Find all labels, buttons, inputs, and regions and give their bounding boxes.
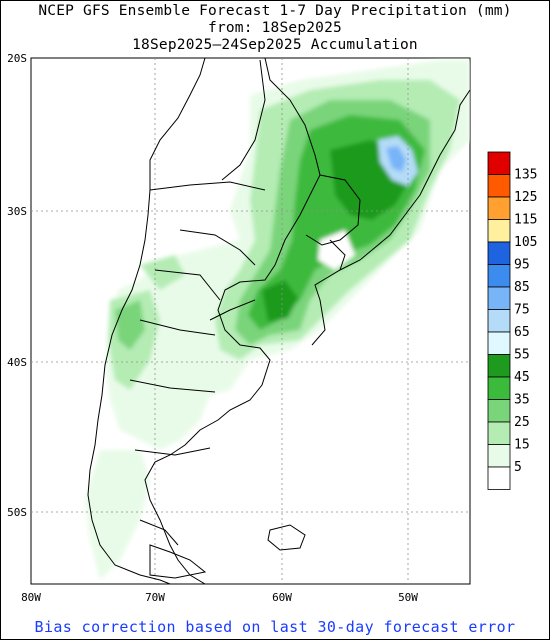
- legend-swatch: [487, 286, 511, 310]
- bias-correction-note: Bias correction based on last 30-day for…: [34, 618, 516, 636]
- legend-label: 85: [514, 280, 530, 295]
- lon-label: 70W: [145, 591, 165, 604]
- legend-swatch: [487, 264, 511, 288]
- map-subtitle-date: from: 18Sep2025: [208, 20, 342, 36]
- legend-swatch: [487, 376, 511, 400]
- lon-label: 50W: [398, 591, 418, 604]
- legend-swatch: [487, 399, 511, 423]
- legend-swatch: [487, 196, 511, 220]
- legend-swatch: [487, 466, 511, 490]
- legend-swatch: [487, 219, 511, 243]
- legend-label: 35: [514, 393, 530, 408]
- legend-swatch: [487, 174, 511, 198]
- lon-label: 80W: [21, 591, 41, 604]
- legend-label: 75: [514, 303, 530, 318]
- legend-label: 115: [514, 213, 537, 228]
- legend-label: 125: [514, 190, 537, 205]
- legend-swatch: [487, 331, 511, 355]
- legend-label: 55: [514, 348, 530, 363]
- legend-label: 135: [514, 168, 537, 183]
- legend-swatch: [487, 309, 511, 333]
- lon-label: 60W: [272, 591, 292, 604]
- lat-label: 40S: [7, 356, 27, 369]
- precipitation-shading: [85, 60, 470, 580]
- legend-swatch: [487, 354, 511, 378]
- legend-swatch: [487, 241, 511, 265]
- legend-swatch: [487, 151, 511, 175]
- map-title: NCEP GFS Ensemble Forecast 1-7 Day Preci…: [38, 3, 512, 19]
- lat-label: 30S: [7, 205, 27, 218]
- legend-label: 45: [514, 370, 530, 385]
- legend-label: 25: [514, 415, 530, 430]
- legend-label: 105: [514, 235, 537, 250]
- legend-swatch: [487, 421, 511, 445]
- map-subtitle-accumulation: 18Sep2025–24Sep2025 Accumulation: [132, 37, 418, 53]
- legend-swatch: [487, 444, 511, 468]
- precipitation-legend: 135 125 115 105 95 85 75 65 55 45 35 25 15 5: [487, 151, 537, 490]
- latitude-labels: 20S 30S 40S 50S: [7, 52, 27, 519]
- lat-label: 20S: [7, 52, 27, 65]
- legend-label: 65: [514, 325, 530, 340]
- longitude-labels: 80W 70W 60W 50W: [21, 591, 418, 604]
- coastlines-borders: [87, 58, 470, 584]
- legend-label: 95: [514, 258, 530, 273]
- legend-label: 15: [514, 438, 530, 453]
- map-gridlines: [31, 58, 470, 584]
- legend-label: 5: [514, 460, 522, 475]
- lat-label: 50S: [7, 506, 27, 519]
